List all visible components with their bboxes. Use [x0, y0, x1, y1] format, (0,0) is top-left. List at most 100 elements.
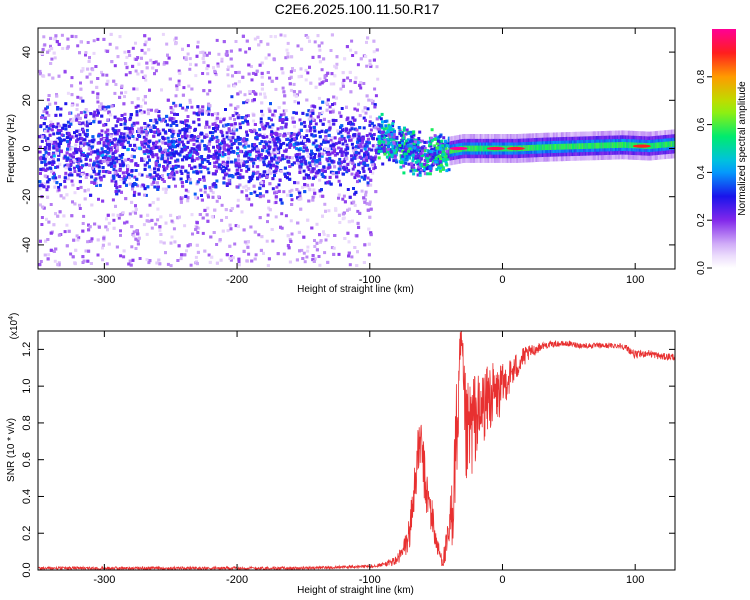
heatmap-cell	[228, 116, 232, 120]
heatmap-cell	[297, 148, 301, 152]
heatmap-cell	[283, 166, 287, 170]
heatmap-cell	[198, 165, 202, 169]
heatmap-cell	[45, 154, 49, 158]
heatmap-cell	[196, 40, 200, 44]
heatmap-cell	[83, 110, 87, 114]
heatmap-cell	[190, 134, 194, 138]
heatmap-cell	[240, 116, 244, 120]
heatmap-cell	[206, 167, 210, 171]
heatmap-cell	[74, 134, 78, 138]
heatmap-cell	[194, 149, 198, 153]
heatmap-cell	[211, 122, 215, 126]
heatmap-cell	[51, 152, 55, 156]
heatmap-cell	[117, 129, 121, 133]
heatmap-cell	[227, 127, 231, 131]
heatmap-cell	[79, 96, 83, 100]
heatmap-cell	[217, 195, 221, 199]
heatmap-cell	[226, 73, 230, 77]
heatmap-cell	[49, 140, 53, 144]
heatmap-cell	[126, 147, 130, 151]
heatmap-cell	[237, 70, 241, 74]
heatmap-cell	[75, 234, 79, 238]
heatmap-cell	[257, 150, 261, 154]
heatmap-cell	[282, 141, 286, 145]
heatmap-cell	[55, 94, 59, 98]
heatmap-cell	[72, 238, 76, 242]
heatmap-cell	[300, 248, 304, 252]
heatmap-cell	[290, 198, 294, 202]
heatmap-cell	[259, 248, 263, 252]
heatmap-cell	[340, 160, 343, 164]
heatmap-cell	[213, 161, 217, 165]
heatmap-cell	[156, 197, 160, 201]
heatmap-cell	[332, 82, 336, 86]
heatmap-cell	[77, 236, 81, 240]
heatmap-cell	[205, 145, 209, 149]
heatmap-cell	[131, 258, 135, 262]
heatmap-cell	[163, 130, 167, 134]
heatmap-cell	[353, 246, 357, 249]
heatmap-cell	[257, 154, 261, 158]
heatmap-cell	[248, 175, 252, 179]
heatmap-cell	[53, 185, 57, 189]
heatmap-cell	[46, 105, 49, 109]
heatmap-cell	[353, 107, 357, 111]
heatmap-cell	[245, 242, 249, 246]
heatmap-cell	[211, 183, 215, 187]
heatmap-cell	[341, 197, 345, 201]
heatmap-cell	[363, 164, 367, 167]
heatmap-cell	[146, 185, 150, 189]
heatmap-cell	[171, 148, 174, 152]
heatmap-cell	[143, 157, 147, 161]
heatmap-cell	[368, 123, 372, 127]
heatmap-cell	[131, 135, 135, 138]
heatmap-cell	[361, 145, 365, 149]
heatmap-cell	[302, 157, 306, 161]
heatmap-cell	[338, 111, 342, 115]
heatmap-cell	[279, 169, 283, 173]
heatmap-cell	[196, 152, 200, 156]
heatmap-cell	[177, 152, 181, 156]
heatmap-cell	[248, 129, 252, 132]
heatmap-cell	[269, 166, 273, 170]
heatmap-cell	[155, 261, 159, 265]
heatmap-cell	[244, 154, 248, 158]
heatmap-cell	[373, 166, 377, 170]
heatmap-cell	[54, 144, 58, 148]
heatmap-cell	[365, 202, 369, 206]
heatmap-cell	[332, 246, 336, 250]
heatmap-cell	[141, 183, 145, 187]
heatmap-cell	[213, 129, 217, 133]
heatmap-cell	[307, 185, 311, 189]
heatmap-cell	[320, 154, 324, 158]
heatmap-cell	[194, 74, 198, 78]
heatmap-cell	[144, 101, 147, 105]
heatmap-cell	[143, 34, 147, 38]
heatmap-cell	[47, 94, 51, 97]
heatmap-cell	[148, 158, 151, 162]
heatmap-cell	[245, 194, 249, 198]
heatmap-cell	[124, 136, 128, 140]
heatmap-cell	[44, 150, 48, 154]
heatmap-cell	[140, 48, 144, 52]
heatmap-cell	[227, 168, 231, 172]
heatmap-cell	[230, 143, 234, 146]
heatmap-cell	[212, 136, 216, 140]
heatmap-cell	[207, 107, 211, 111]
heatmap-cell	[182, 145, 186, 149]
heatmap-cell	[340, 134, 344, 138]
heatmap-cell	[178, 129, 182, 133]
heatmap-cell	[303, 144, 307, 148]
heatmap-cell	[243, 139, 247, 143]
heatmap-cell	[240, 190, 244, 194]
heatmap-cell	[180, 172, 184, 175]
heatmap-cell	[301, 185, 304, 189]
heatmap-cell	[375, 48, 379, 52]
heatmap-cell	[45, 125, 49, 129]
heatmap-cell	[206, 193, 210, 197]
heatmap-cell	[289, 134, 293, 138]
heatmap-cell	[169, 241, 173, 245]
heatmap-cell	[284, 122, 288, 126]
heatmap-cell	[267, 151, 271, 155]
heatmap-cell	[119, 123, 123, 126]
